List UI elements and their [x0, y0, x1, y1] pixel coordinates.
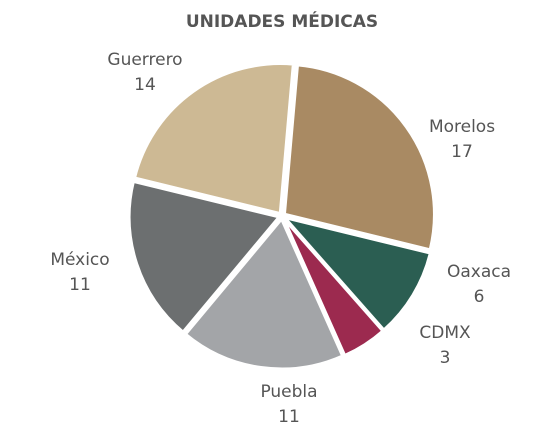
pie-slice	[280, 214, 433, 333]
slice-value: 11	[69, 275, 91, 295]
pie-slice	[183, 216, 345, 371]
slice-value: 17	[451, 142, 473, 162]
slice-label: Morelos	[429, 117, 495, 137]
pie-slice	[282, 217, 386, 358]
pie-slice	[132, 62, 295, 216]
slice-label: CDMX	[419, 323, 471, 343]
slice-label: México	[50, 250, 109, 270]
chart-title: UNIDADES MÉDICAS	[186, 10, 378, 32]
slice-value: 6	[474, 287, 485, 307]
slice-label: Oaxaca	[447, 262, 511, 282]
slice-value: 11	[278, 407, 300, 423]
slice-label: Guerrero	[107, 50, 182, 70]
pie-slice	[282, 63, 436, 252]
slice-value: 14	[134, 75, 156, 95]
slice-label: Puebla	[260, 382, 317, 402]
pie-slice	[127, 179, 282, 335]
slice-value: 3	[440, 348, 451, 368]
